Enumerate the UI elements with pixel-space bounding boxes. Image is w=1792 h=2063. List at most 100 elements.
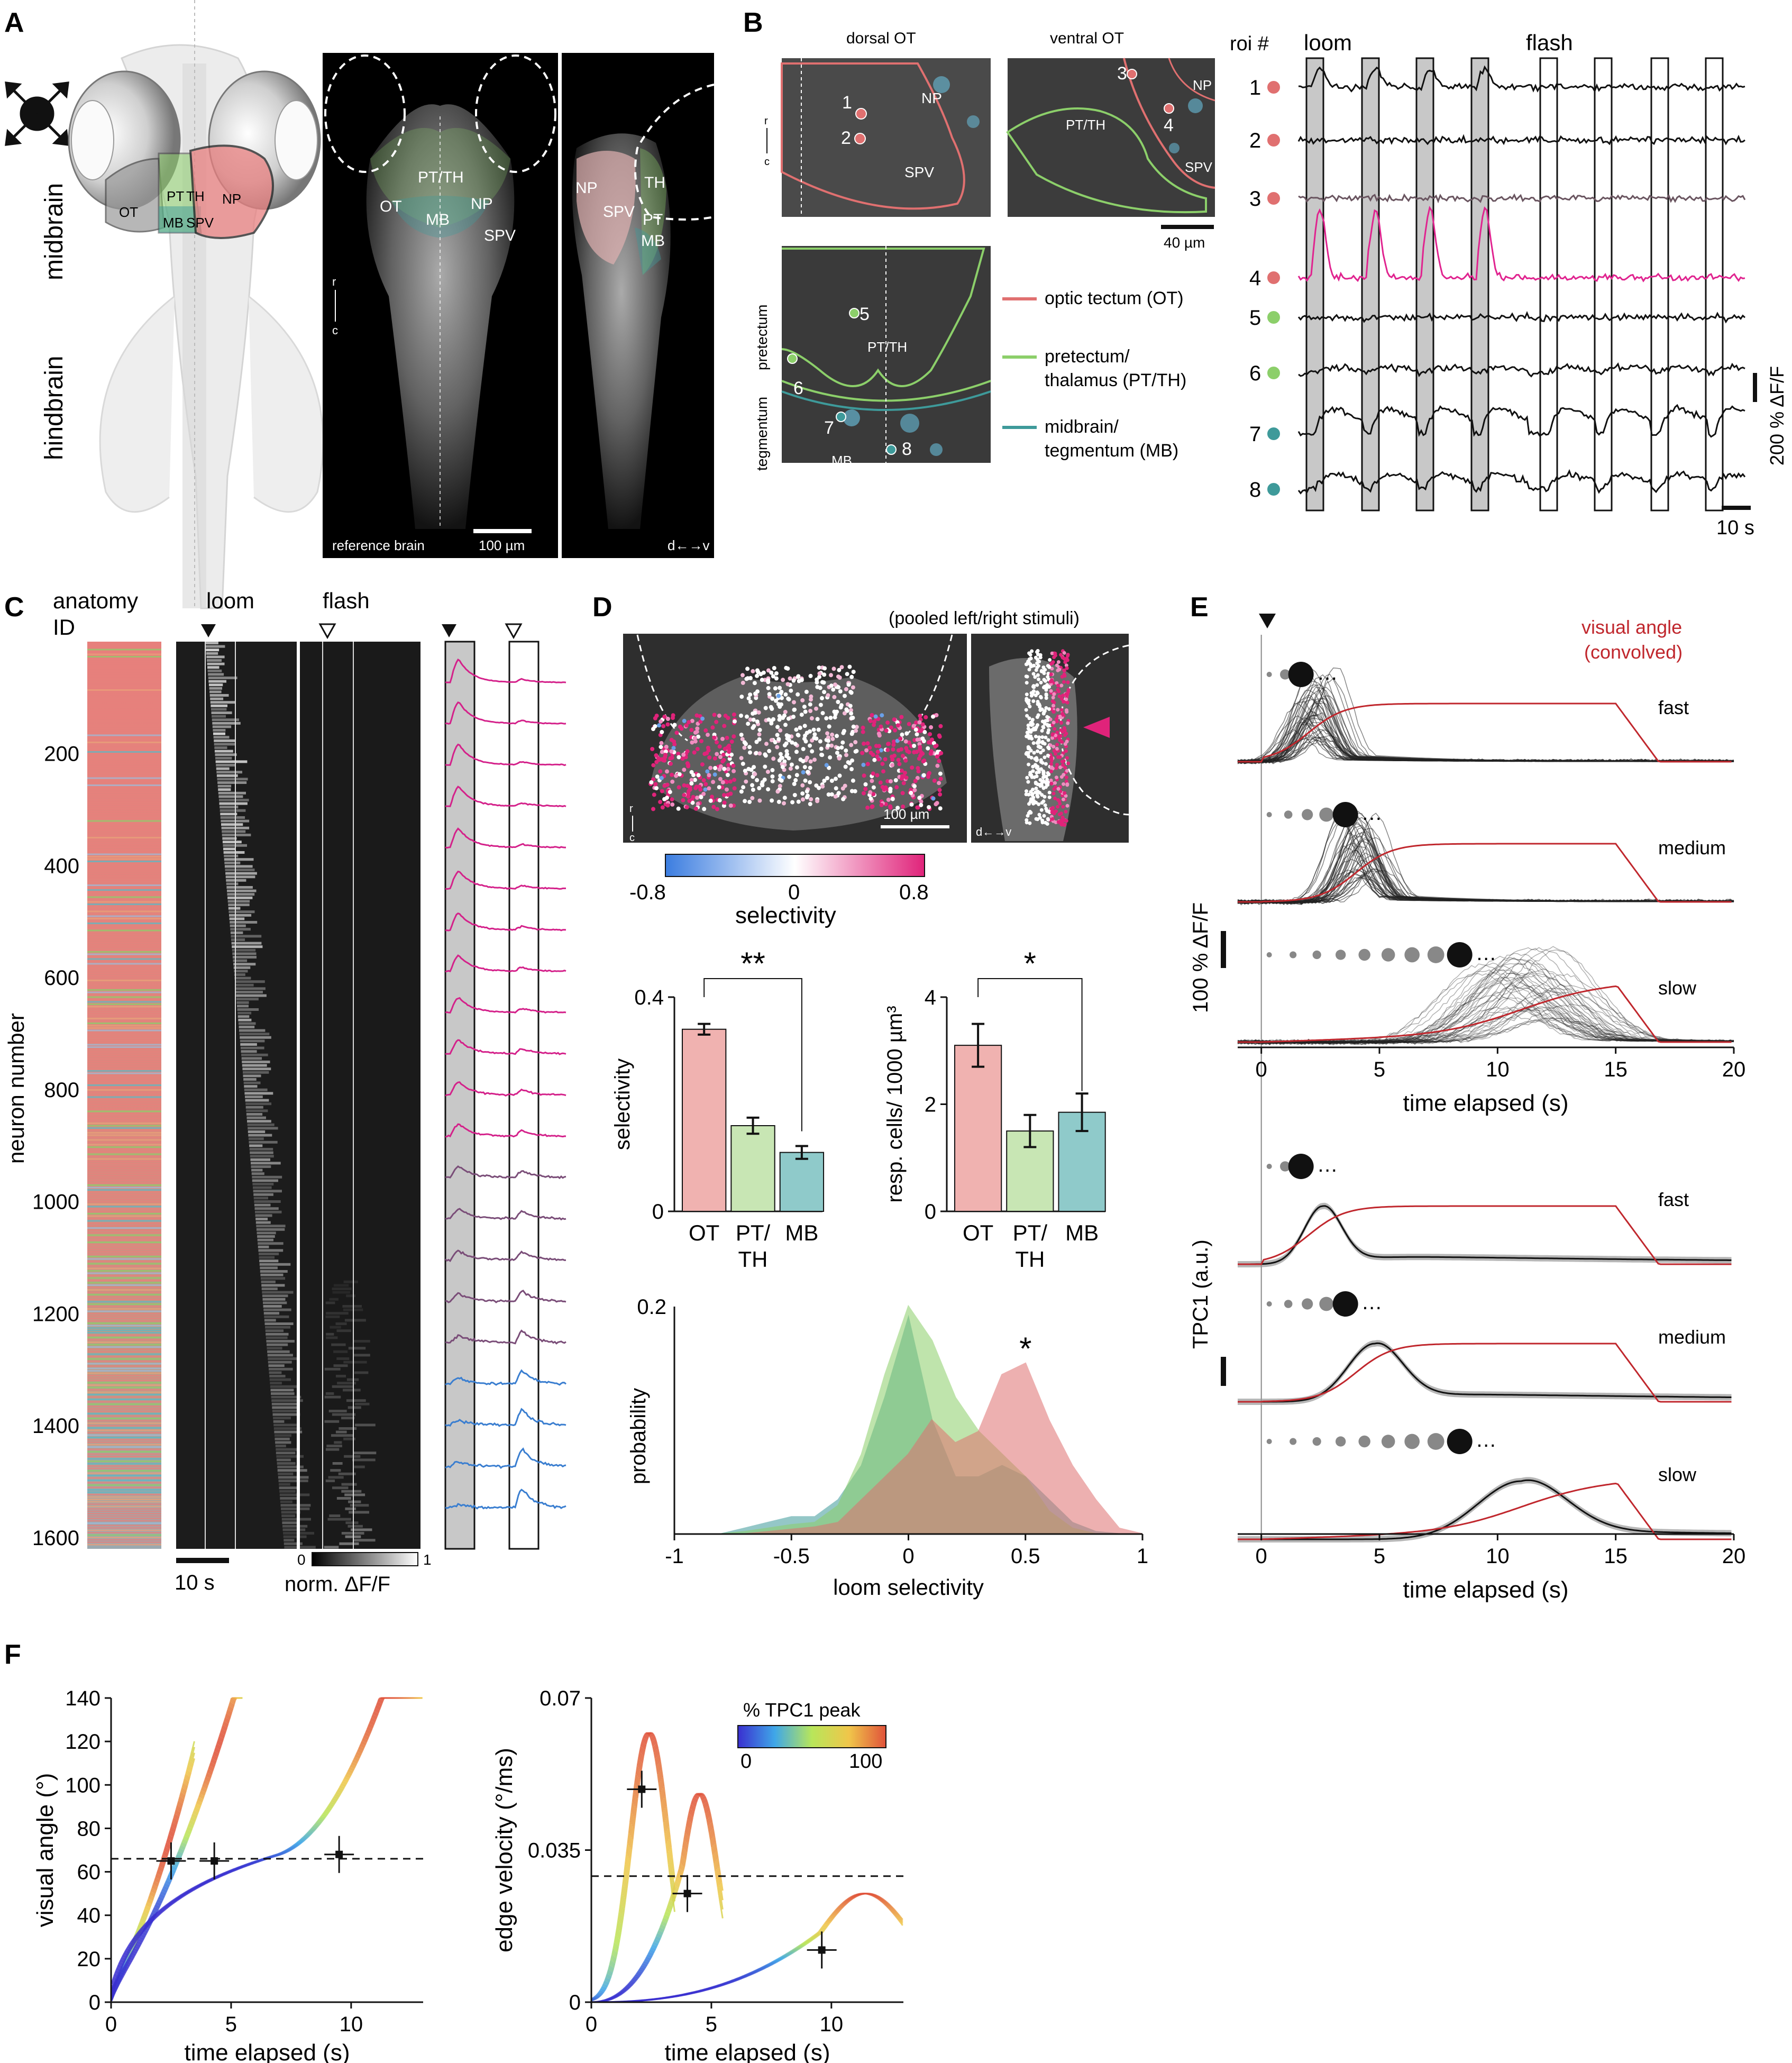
- c-anatomy-stripe: [87, 687, 161, 689]
- f-trajectory-segment: [178, 1895, 181, 1897]
- d-neuron-dot: [790, 800, 795, 805]
- d-neuron-dot: [912, 784, 917, 789]
- a-label-mb: MB: [163, 215, 184, 231]
- d-neuron-dot: [902, 774, 907, 779]
- c-anatomy-stripe: [87, 1256, 161, 1257]
- c-anatomy-stripe: [87, 677, 161, 679]
- f-trajectory-segment: [718, 1866, 721, 1875]
- f-trajectory-segment: [121, 1954, 124, 1958]
- f-trajectory-segment: [672, 1894, 675, 1899]
- f-trajectory-segment: [223, 1726, 226, 1731]
- f-trajectory-segment: [228, 1711, 232, 1715]
- f-trajectory-segment: [144, 1916, 148, 1921]
- f-trajectory-segment: [167, 1905, 170, 1908]
- f-trajectory-segment: [651, 1741, 654, 1747]
- f-trajectory-segment: [638, 1970, 641, 1974]
- c-heat-cell: [258, 1242, 284, 1245]
- f-trajectory-segment: [161, 1908, 164, 1911]
- f-trajectory-segment: [114, 1977, 117, 1982]
- f-trajectory-segment: [341, 1783, 344, 1787]
- d-neuron-dot: [794, 765, 799, 770]
- f-trajectory-segment: [217, 1736, 221, 1741]
- f-trajectory-segment: [340, 1783, 343, 1786]
- panel-label-a: A: [4, 7, 24, 38]
- panel-label-b: B: [743, 7, 763, 38]
- f-trajectory-segment: [148, 1920, 151, 1923]
- c-heat-cell: [348, 1406, 361, 1409]
- f-trajectory-segment: [705, 1798, 708, 1802]
- f-trajectory-segment: [159, 1912, 161, 1915]
- c-heat-cell: [248, 1134, 272, 1137]
- d-neuron-dot: [754, 751, 758, 755]
- f-trajectory-segment: [596, 1993, 599, 1996]
- c-heat-cell: [220, 813, 237, 816]
- d-neuron-dot: [727, 750, 732, 754]
- b-roi-number: 5: [1249, 306, 1261, 330]
- c-anatomy-stripe: [87, 1267, 161, 1270]
- f-trajectory-segment: [643, 1735, 646, 1738]
- c-anatomy-stripe: [87, 1208, 161, 1210]
- d-neuron-dot: [676, 752, 681, 756]
- f-trajectory-segment: [145, 1925, 149, 1929]
- e-loom-disc-bot: [1288, 1154, 1314, 1179]
- b-loom-box: [1415, 57, 1434, 512]
- d-neuron-dot: [792, 782, 797, 786]
- f-trajectory-segment: [127, 1943, 131, 1947]
- e-speed-label: slow: [1658, 977, 1697, 999]
- f-trajectory-segment: [232, 1699, 235, 1704]
- f-trajectory-segment: [630, 1984, 634, 1986]
- d-neuron-dot: [746, 766, 751, 771]
- f-trajectory-segment: [702, 1796, 706, 1800]
- d-neuron-dot: [900, 732, 904, 737]
- d-neuron-dot: [660, 729, 664, 734]
- f-trajectory-segment: [637, 1760, 641, 1768]
- d-neuron-dot-side: [1052, 692, 1056, 696]
- b-ventral-np: NP: [1193, 77, 1212, 93]
- f-trajectory-segment: [173, 1863, 176, 1867]
- f-trajectory-segment: [145, 1913, 149, 1918]
- f-trajectory-segment: [156, 1902, 159, 1906]
- d-neuron-dot: [684, 723, 689, 728]
- f-trajectory-segment: [193, 1886, 195, 1889]
- f-trajectory-segment: [332, 1804, 334, 1808]
- f-trajectory-segment: [188, 1766, 192, 1772]
- f-trajectory-segment: [135, 1936, 138, 1938]
- b-legend: optic tectum (OT) pretectum/ thalamus (P…: [1002, 288, 1186, 461]
- f-trajectory-segment: [625, 1989, 627, 1992]
- f-trajectory-segment: [354, 1763, 358, 1767]
- f-trajectory-segment: [135, 1939, 138, 1942]
- f-trajectory-segment: [155, 1882, 158, 1886]
- f-trajectory-segment: [155, 1902, 158, 1905]
- c-anatomy-stripe: [87, 1106, 161, 1108]
- f-trajectory-segment: [172, 1832, 175, 1838]
- f-trajectory-segment: [176, 1899, 178, 1902]
- d-neuron-dot: [916, 805, 920, 810]
- d-neuron-dot: [654, 760, 659, 764]
- f-trajectory-segment: [646, 1959, 649, 1962]
- f-ytick: 140: [65, 1687, 100, 1710]
- d-neuron-dot-side: [1047, 790, 1052, 795]
- e-loom-marker-icon: [1259, 614, 1276, 628]
- e-neuron-trace: [1237, 817, 1734, 905]
- f-trajectory-segment: [307, 1830, 310, 1833]
- f-trajectory-segment: [212, 1759, 215, 1763]
- c-anatomy-stripe: [87, 1182, 161, 1184]
- f-trajectory-segment: [232, 1704, 235, 1709]
- f-trajectory-segment: [166, 1843, 169, 1848]
- d-neuron-dot: [851, 716, 855, 720]
- d-ylabel: selectivity: [611, 1058, 634, 1150]
- c-heat-cell: [244, 1085, 258, 1088]
- f-trajectory-segment: [689, 1809, 692, 1815]
- f-trajectory-segment: [630, 1839, 634, 1850]
- f-trajectory-segment: [611, 1956, 615, 1961]
- f-trajectory-segment: [617, 1931, 620, 1939]
- f-trajectory-segment: [123, 1957, 126, 1961]
- a-scale-bar: 100 µm: [479, 537, 525, 553]
- f-trajectory-segment: [655, 1749, 659, 1756]
- e-neuron-trace: [1237, 947, 1734, 1045]
- f-trajectory-segment: [663, 1918, 666, 1922]
- d-neuron-dot-side: [1058, 715, 1062, 719]
- e-loom-dot: [1284, 810, 1293, 819]
- d-neuron-dot: [757, 786, 762, 790]
- f-trajectory-segment: [626, 1880, 629, 1891]
